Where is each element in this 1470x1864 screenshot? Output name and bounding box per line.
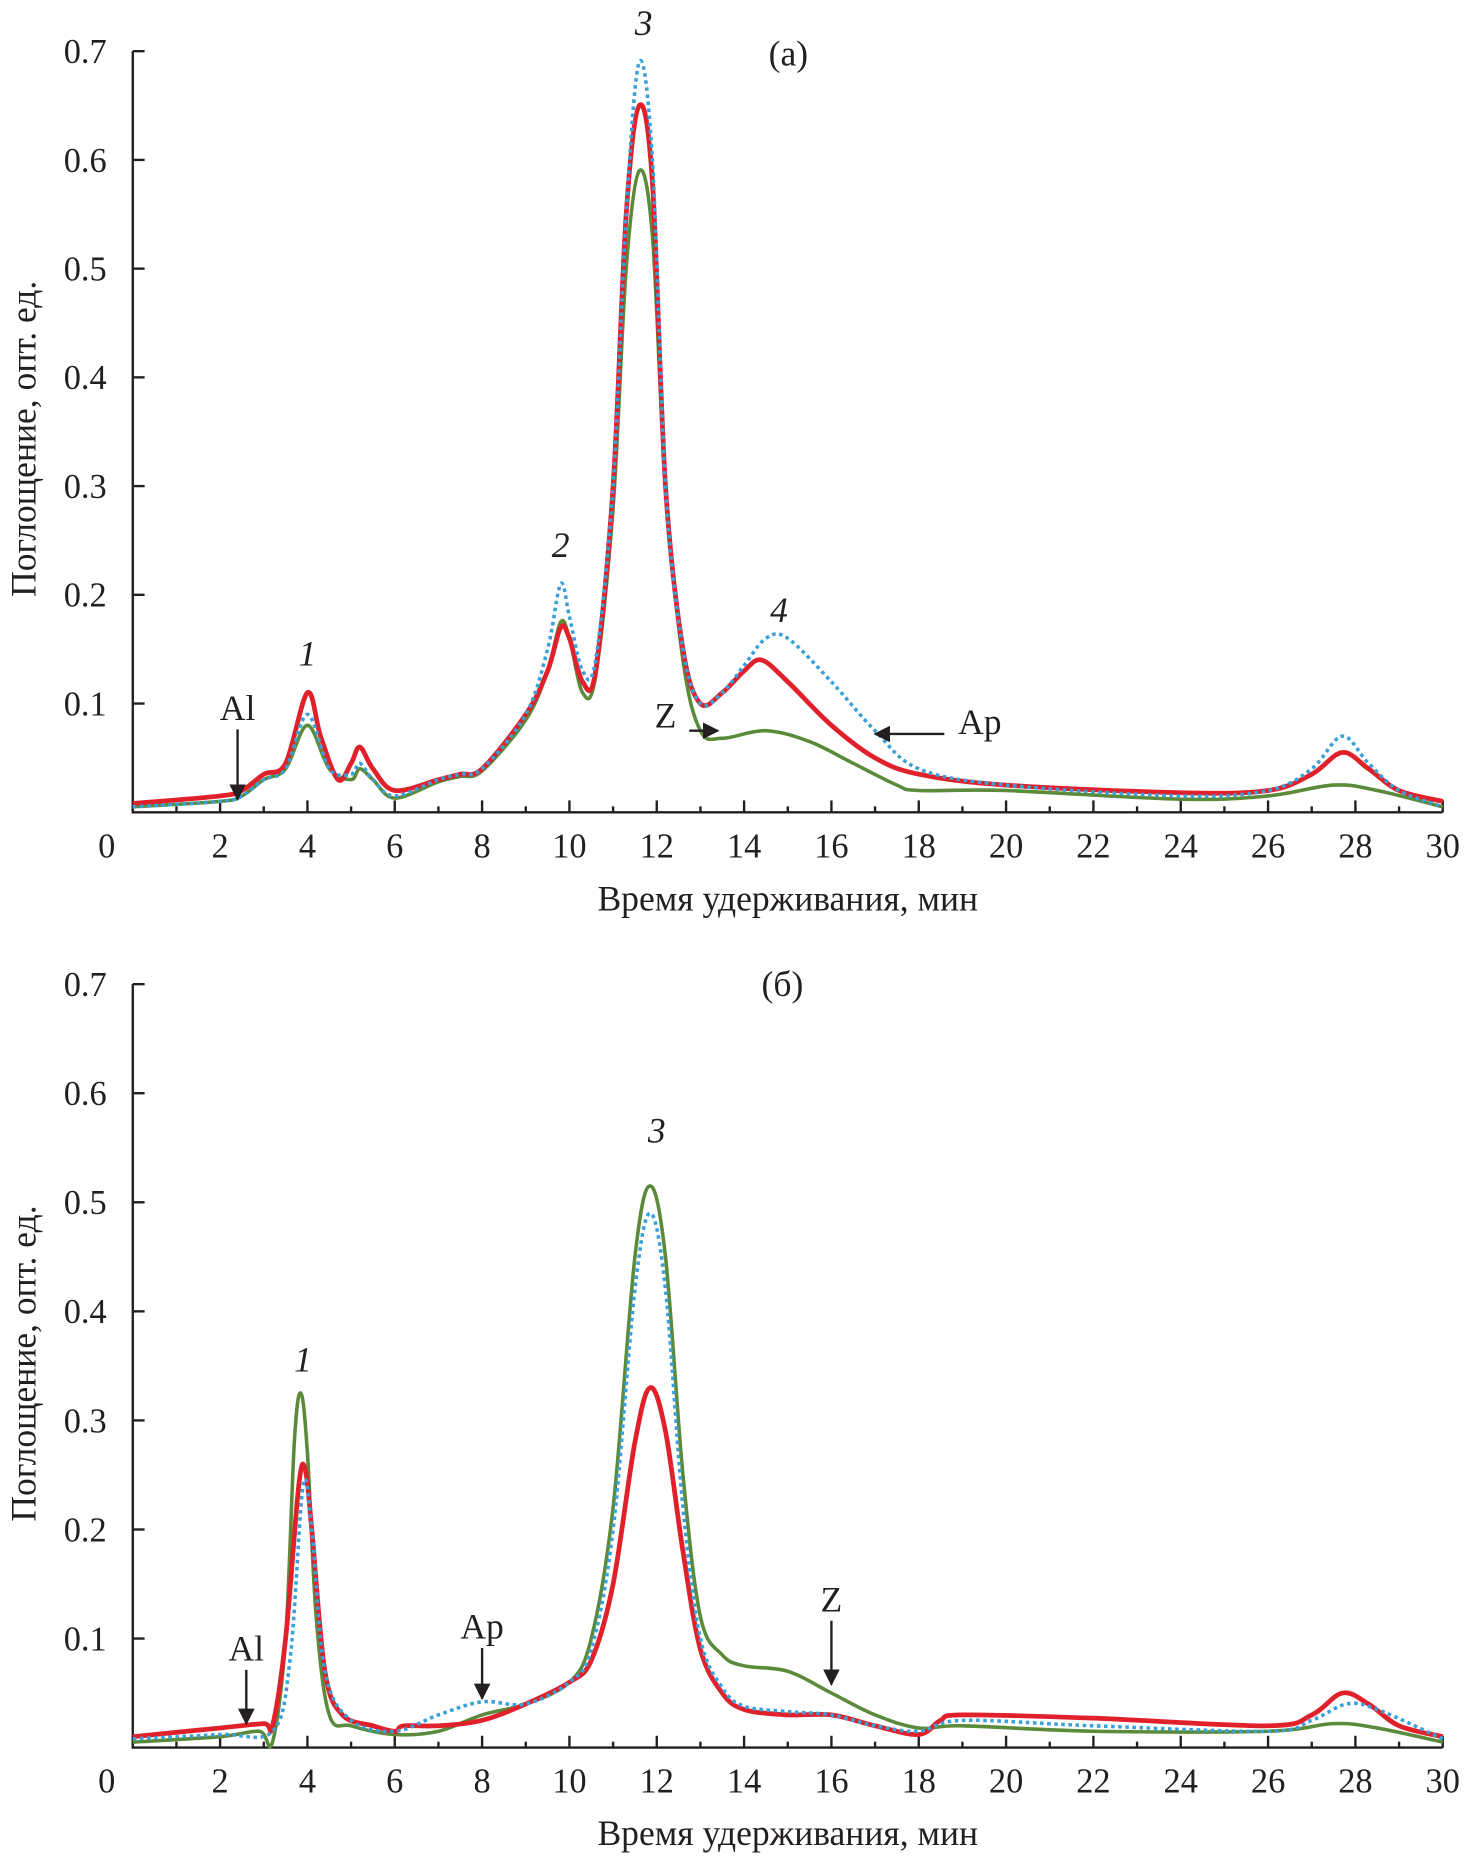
peak-label: 3 <box>634 3 653 43</box>
peak-label: 1 <box>294 1339 312 1379</box>
x-tick-label: 26 <box>1251 827 1285 865</box>
annotation-label: Z <box>655 695 677 735</box>
y-tick-label: 0.3 <box>64 1402 107 1440</box>
y-tick-label: 0.4 <box>64 1293 107 1331</box>
x-tick-label: 4 <box>299 827 316 865</box>
annotation-label: Ap <box>958 702 1001 742</box>
x-tick-label: 2 <box>212 1763 229 1801</box>
y-tick-label: 0.6 <box>64 142 107 180</box>
x-tick-label: 28 <box>1338 1763 1372 1801</box>
y-axis-label: Поглощение, опт. ед. <box>4 281 44 597</box>
x-tick-label: 8 <box>474 1763 491 1801</box>
axes <box>131 51 1443 814</box>
x-tick-label: 26 <box>1251 1763 1285 1801</box>
x-tick-label: 0 <box>98 827 115 865</box>
x-tick-label: 22 <box>1076 827 1110 865</box>
series-line-green <box>132 168 1444 809</box>
annotation-label: Ap <box>460 1607 503 1647</box>
x-tick-label: 28 <box>1338 827 1372 865</box>
series-line-red <box>132 1385 1444 1740</box>
panel-label: (б) <box>762 964 804 1004</box>
x-tick-label: 8 <box>474 827 491 865</box>
y-tick-label: 0.5 <box>64 250 107 288</box>
x-tick-label: 30 <box>1426 827 1460 865</box>
x-tick-label: 10 <box>552 827 586 865</box>
x-tick-label: 12 <box>640 1763 674 1801</box>
annotation-label: Z <box>821 1579 843 1619</box>
x-tick-label: 0 <box>98 1763 115 1801</box>
x-axis-label: Время удерживания, мин <box>597 879 978 919</box>
y-tick-label: 0.1 <box>64 685 107 723</box>
series-line-blue <box>132 58 1444 809</box>
x-tick-label: 16 <box>814 1763 848 1801</box>
y-tick-label: 0.6 <box>64 1075 107 1113</box>
x-tick-label: 24 <box>1164 827 1198 865</box>
chart-panel-a: 0 2 4 6 8 10 12 14 16 18 20 22 24 26 28 300.10.20.30.40… <box>4 3 1460 919</box>
y-axis-label: Поглощение, опт. ед. <box>4 1205 44 1521</box>
peak-label: 3 <box>647 1110 666 1150</box>
y-tick-label: 0.7 <box>64 33 107 71</box>
x-tick-label: 14 <box>727 1763 761 1801</box>
y-tick-label: 0.1 <box>64 1620 107 1658</box>
annotation-label: Al <box>220 688 256 728</box>
series-line-green <box>132 1184 1444 1749</box>
x-axis-label: Время удерживания, мин <box>597 1813 978 1853</box>
x-tick-label: 30 <box>1426 1763 1460 1801</box>
x-tick-label: 10 <box>552 1763 586 1801</box>
x-tick-label: 2 <box>212 827 229 865</box>
x-tick-label: 18 <box>902 1763 936 1801</box>
x-tick-label: 4 <box>299 1763 316 1801</box>
x-tick-label: 20 <box>989 827 1023 865</box>
x-tick-label: 6 <box>386 1763 403 1801</box>
x-tick-label: 16 <box>814 827 848 865</box>
chart-panel-b: 0 2 4 6 8 10 12 14 16 18 20 22 24 26 28 300.10.20.30.40… <box>4 964 1460 1853</box>
x-tick-label: 6 <box>386 827 403 865</box>
series-line-red <box>132 102 1444 806</box>
y-tick-label: 0.2 <box>64 577 107 615</box>
peak-label: 4 <box>770 590 788 630</box>
x-tick-label: 22 <box>1076 1763 1110 1801</box>
y-tick-label: 0.3 <box>64 468 107 506</box>
peak-label: 2 <box>552 525 570 565</box>
x-tick-label: 20 <box>989 1763 1023 1801</box>
x-tick-label: 12 <box>640 827 674 865</box>
y-tick-label: 0.2 <box>64 1511 107 1549</box>
y-tick-label: 0.4 <box>64 359 107 397</box>
panel-label: (а) <box>769 33 808 73</box>
series-line-blue <box>132 1211 1444 1741</box>
axes <box>131 984 1443 1749</box>
y-tick-label: 0.5 <box>64 1184 107 1222</box>
x-tick-label: 24 <box>1164 1763 1198 1801</box>
x-tick-label: 18 <box>902 827 936 865</box>
peak-label: 1 <box>299 633 317 673</box>
y-tick-label: 0.7 <box>64 966 107 1004</box>
annotation-label: Al <box>229 1628 265 1668</box>
x-tick-label: 14 <box>727 827 761 865</box>
